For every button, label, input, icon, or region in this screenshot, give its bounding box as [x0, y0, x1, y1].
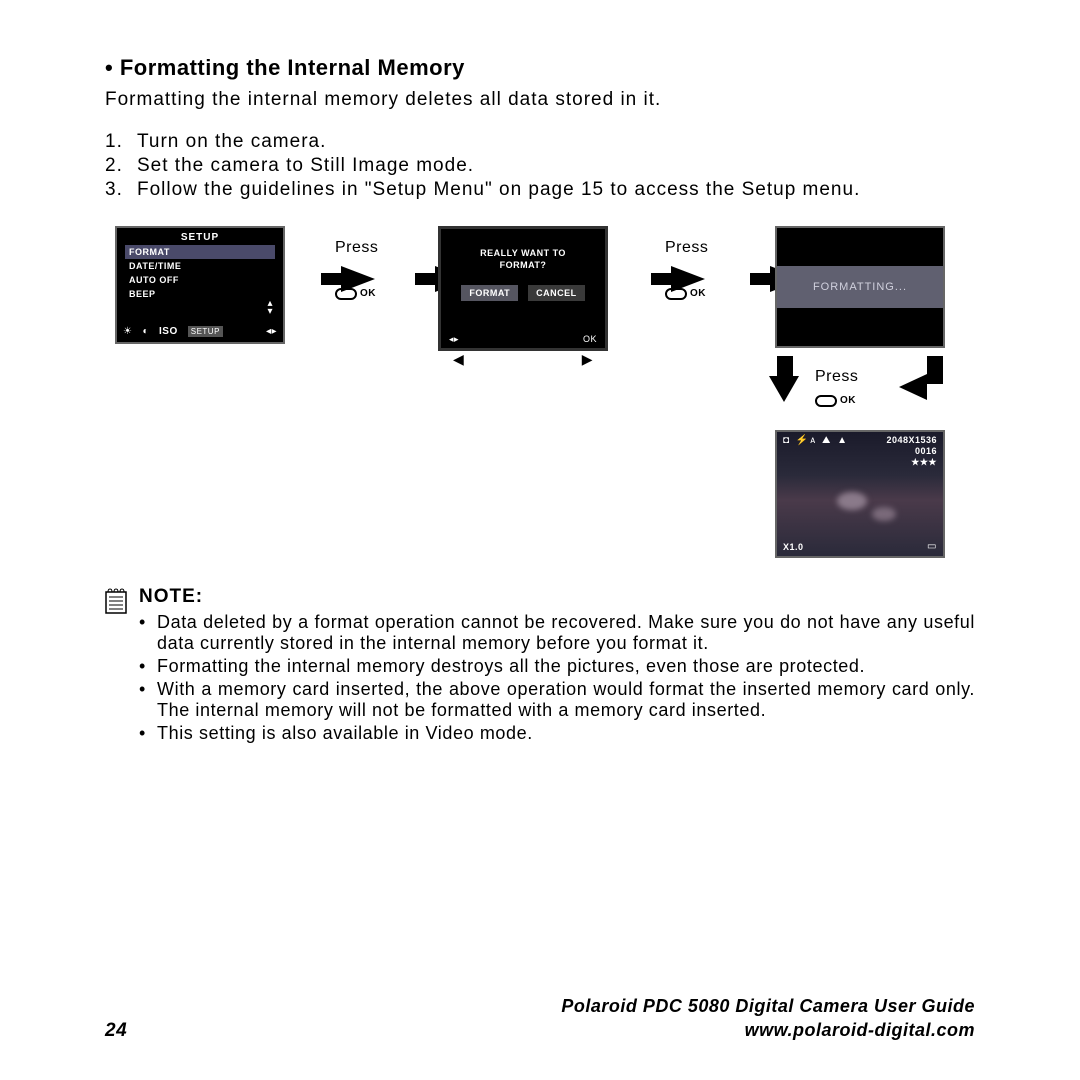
- scene-blob-1: [837, 492, 867, 510]
- diagram-area: SETUP FORMAT DATE/TIME AUTO OFF BEEP ▴▾ …: [115, 226, 975, 566]
- battery-icon: ▭: [927, 541, 937, 552]
- nav-left-icon: ◀: [453, 351, 464, 368]
- step-1-num: 1.: [105, 131, 137, 153]
- screen-setup-menu: SETUP FORMAT DATE/TIME AUTO OFF BEEP ▴▾ …: [115, 226, 285, 344]
- zoom-value: X1.0: [783, 542, 804, 552]
- setup-item-autooff: AUTO OFF: [125, 273, 275, 287]
- step-3: 3. Follow the guidelines in "Setup Menu"…: [105, 179, 975, 201]
- formatting-text: FORMATTING...: [777, 266, 943, 308]
- setup-items: FORMAT DATE/TIME AUTO OFF BEEP: [117, 245, 283, 301]
- note-section: NOTE: •Data deleted by a format operatio…: [105, 586, 975, 746]
- arrow-return-head: [899, 374, 927, 400]
- arrow-down-stem-l: [777, 356, 793, 378]
- arrow-down-group: [775, 356, 945, 426]
- contrast-icon: ◐: [142, 326, 149, 337]
- camera-status-icons: ◘ ⚡ᴀ ⛰ ▲: [783, 435, 849, 446]
- nav-right-icon: ▶: [582, 351, 593, 368]
- note-item-2: •Formatting the internal memory destroys…: [139, 656, 975, 677]
- cancel-button: CANCEL: [528, 285, 585, 301]
- shot-count: 0016: [915, 446, 937, 456]
- confirm-q-line2: FORMAT?: [500, 260, 547, 270]
- setup-item-beep: BEEP: [125, 287, 275, 301]
- press-label-3: Press: [815, 368, 858, 386]
- note-title: NOTE:: [139, 586, 975, 608]
- confirm-ok-label: OK: [583, 334, 597, 344]
- ok-label-1: OK: [360, 288, 376, 299]
- step-1-text: Turn on the camera.: [137, 131, 975, 153]
- format-button: FORMAT: [461, 285, 518, 301]
- brightness-icon: ☀: [123, 326, 132, 337]
- iso-label: ISO: [159, 326, 178, 337]
- setup-item-datetime: DATE/TIME: [125, 259, 275, 273]
- ok-label-3: OK: [840, 395, 856, 406]
- step-2-text: Set the camera to Still Image mode.: [137, 155, 975, 177]
- ok-button-icon-1: [335, 288, 357, 300]
- arrow-down-head-l: [769, 376, 799, 402]
- setup-item-format: FORMAT: [125, 245, 275, 259]
- setup-footer: ☀ ◐ ISO SETUP ◂▸: [117, 320, 283, 342]
- scene-blob-2: [872, 507, 896, 521]
- note-text-2: Formatting the internal memory destroys …: [157, 656, 865, 677]
- note-text-3: With a memory card inserted, the above o…: [157, 679, 975, 721]
- guide-url: www.polaroid-digital.com: [561, 1018, 975, 1042]
- press-label-1: Press: [335, 239, 378, 257]
- press-ok-2: Press OK: [665, 239, 708, 303]
- press-ok-1: Press OK: [335, 239, 378, 303]
- confirm-buttons: FORMAT CANCEL: [441, 285, 605, 301]
- guide-title: Polaroid PDC 5080 Digital Camera User Gu…: [561, 994, 975, 1018]
- confirm-q-line1: REALLY WANT TO: [480, 248, 566, 258]
- notepad-icon: [105, 588, 127, 614]
- note-item-3: •With a memory card inserted, the above …: [139, 679, 975, 721]
- heading-text: Formatting the Internal Memory: [105, 55, 465, 80]
- ok-label-2: OK: [690, 288, 706, 299]
- page-number: 24: [105, 1020, 127, 1042]
- step-3-num: 3.: [105, 179, 137, 201]
- resolution-value: 2048X1536: [886, 435, 937, 445]
- step-2: 2. Set the camera to Still Image mode.: [105, 155, 975, 177]
- screen-formatting: FORMATTING...: [775, 226, 945, 348]
- confirm-question: REALLY WANT TO FORMAT?: [441, 229, 605, 285]
- arrow-return-vert: [927, 356, 943, 384]
- ok-button-icon-2: [665, 288, 687, 300]
- section-heading: Formatting the Internal Memory: [105, 55, 975, 81]
- steps-list: 1. Turn on the camera. 2. Set the camera…: [105, 131, 975, 201]
- press-label-2: Press: [665, 239, 708, 257]
- press-ok-3: Press OK: [815, 368, 858, 410]
- confirm-nav-icon: ◂▸: [449, 334, 459, 345]
- setup-tab: SETUP: [188, 326, 223, 337]
- ok-button-icon-3: [815, 395, 837, 407]
- camera-resolution: 2048X1536 0016 ★★★: [886, 435, 937, 468]
- note-body: NOTE: •Data deleted by a format operatio…: [139, 586, 975, 746]
- note-text-4: This setting is also available in Video …: [157, 723, 533, 744]
- screen-confirm-format: REALLY WANT TO FORMAT? FORMAT CANCEL ◂▸ …: [438, 226, 608, 351]
- note-item-4: •This setting is also available in Video…: [139, 723, 975, 744]
- setup-title: SETUP: [117, 228, 283, 245]
- footer-right: Polaroid PDC 5080 Digital Camera User Gu…: [561, 994, 975, 1042]
- step-2-num: 2.: [105, 155, 137, 177]
- note-item-1: •Data deleted by a format operation cann…: [139, 612, 975, 654]
- nav-arrows-icon: ◂▸: [266, 326, 277, 337]
- intro-text: Formatting the internal memory deletes a…: [105, 89, 975, 111]
- confirm-nav-arrows: ◀ ▶: [441, 351, 605, 368]
- step-3-text: Follow the guidelines in "Setup Menu" on…: [137, 179, 975, 201]
- page-footer: 24 Polaroid PDC 5080 Digital Camera User…: [105, 994, 975, 1042]
- quality-stars-icon: ★★★: [911, 457, 937, 467]
- screen-camera-live: ◘ ⚡ᴀ ⛰ ▲ 2048X1536 0016 ★★★ X1.0 ▭: [775, 430, 945, 558]
- note-text-1: Data deleted by a format operation canno…: [157, 612, 975, 654]
- step-1: 1. Turn on the camera.: [105, 131, 975, 153]
- confirm-footer: ◂▸ OK: [441, 330, 605, 348]
- updown-icon: ▴▾: [267, 300, 273, 316]
